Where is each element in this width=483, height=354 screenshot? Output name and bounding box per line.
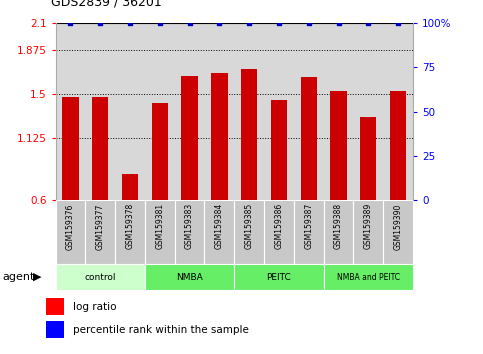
Bar [234, 200, 264, 264]
Text: NMBA: NMBA [176, 273, 203, 281]
Text: log ratio: log ratio [72, 302, 116, 312]
Bar [324, 200, 354, 264]
Text: GSM159378: GSM159378 [126, 203, 134, 250]
Bar [145, 200, 175, 264]
Text: ▶: ▶ [33, 272, 42, 282]
Point [275, 20, 283, 26]
Text: GSM159384: GSM159384 [215, 203, 224, 250]
Bar [145, 264, 234, 290]
Text: GSM159385: GSM159385 [245, 203, 254, 250]
Bar [56, 264, 145, 290]
Text: control: control [85, 273, 116, 281]
Point [305, 20, 313, 26]
Bar [152, 103, 168, 200]
Text: GSM159377: GSM159377 [96, 203, 105, 250]
Bar [390, 91, 406, 200]
Bar [211, 73, 227, 200]
Text: NMBA and PEITC: NMBA and PEITC [337, 273, 400, 281]
Bar [122, 174, 138, 200]
Bar [294, 200, 324, 264]
Point [97, 20, 104, 26]
Text: GSM159386: GSM159386 [274, 203, 284, 250]
Bar [115, 200, 145, 264]
Text: GSM159381: GSM159381 [156, 203, 164, 249]
Point [335, 20, 342, 26]
Point [185, 20, 193, 26]
Bar [62, 97, 79, 200]
Bar [241, 69, 257, 200]
Text: GSM159383: GSM159383 [185, 203, 194, 250]
Point [364, 20, 372, 26]
Point [215, 20, 223, 26]
Point [394, 20, 402, 26]
Bar [354, 200, 383, 264]
Bar [182, 76, 198, 200]
Text: agent: agent [2, 272, 35, 282]
Point [126, 20, 134, 26]
Bar [85, 200, 115, 264]
Bar [46, 298, 64, 315]
Text: GSM159387: GSM159387 [304, 203, 313, 250]
Bar [383, 200, 413, 264]
Point [245, 20, 253, 26]
Bar [204, 200, 234, 264]
Bar [234, 264, 324, 290]
Text: GSM159389: GSM159389 [364, 203, 373, 250]
Bar [300, 77, 317, 200]
Bar [330, 91, 347, 200]
Bar [175, 200, 204, 264]
Bar [46, 321, 64, 338]
Text: GDS2839 / 36201: GDS2839 / 36201 [51, 0, 161, 9]
Bar [360, 118, 376, 200]
Bar [92, 97, 108, 200]
Bar [56, 200, 85, 264]
Bar [271, 100, 287, 200]
Text: PEITC: PEITC [267, 273, 291, 281]
Point [67, 20, 74, 26]
Bar [324, 264, 413, 290]
Text: percentile rank within the sample: percentile rank within the sample [72, 325, 248, 335]
Text: GSM159376: GSM159376 [66, 203, 75, 250]
Text: GSM159388: GSM159388 [334, 203, 343, 249]
Bar [264, 200, 294, 264]
Text: GSM159390: GSM159390 [394, 203, 402, 250]
Point [156, 20, 164, 26]
